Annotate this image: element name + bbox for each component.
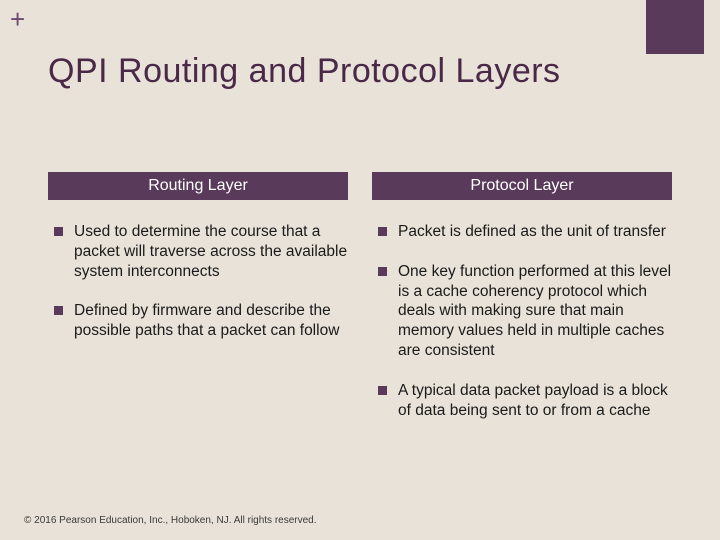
- left-bullets: Used to determine the course that a pack…: [48, 222, 348, 341]
- corner-block: [646, 0, 704, 54]
- left-column: Routing Layer Used to determine the cour…: [48, 172, 348, 441]
- list-item: One key function performed at this level…: [376, 262, 672, 361]
- columns-container: Routing Layer Used to determine the cour…: [48, 172, 672, 441]
- right-column: Protocol Layer Packet is defined as the …: [372, 172, 672, 441]
- left-column-header: Routing Layer: [48, 172, 348, 200]
- list-item: Used to determine the course that a pack…: [52, 222, 348, 281]
- slide-title: QPI Routing and Protocol Layers: [48, 52, 561, 91]
- right-bullets: Packet is defined as the unit of transfe…: [372, 222, 672, 421]
- plus-decor: +: [10, 4, 25, 35]
- right-column-header: Protocol Layer: [372, 172, 672, 200]
- list-item: Defined by firmware and describe the pos…: [52, 301, 348, 341]
- list-item: A typical data packet payload is a block…: [376, 381, 672, 421]
- list-item: Packet is defined as the unit of transfe…: [376, 222, 672, 242]
- footer-copyright: © 2016 Pearson Education, Inc., Hoboken,…: [24, 515, 317, 526]
